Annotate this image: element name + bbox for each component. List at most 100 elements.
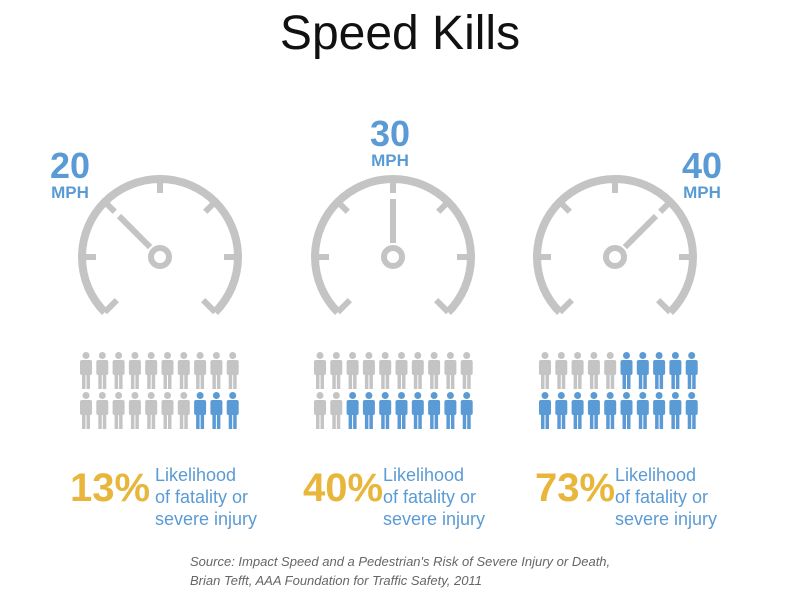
person-icon — [669, 352, 682, 389]
person-head — [229, 352, 237, 359]
person-head — [414, 352, 422, 359]
label-line: Likelihood — [155, 465, 237, 485]
person-body — [571, 400, 584, 415]
person-leg — [446, 372, 450, 389]
person-leg — [364, 412, 369, 429]
person-head — [463, 392, 471, 399]
person-icon — [112, 352, 125, 389]
person-leg — [332, 372, 336, 389]
person-leg — [98, 372, 102, 389]
person-leg — [348, 372, 353, 389]
person-icon — [653, 392, 666, 429]
person-leg — [233, 372, 237, 389]
person-leg — [557, 372, 561, 389]
gauge-hub — [603, 245, 627, 269]
label-line: Likelihood — [615, 465, 697, 485]
person-body — [314, 400, 326, 415]
person-leg — [541, 372, 545, 389]
person-leg — [212, 412, 216, 429]
person-leg — [179, 412, 184, 429]
percent-40mph: 73% — [535, 466, 616, 510]
person-icon — [620, 352, 633, 389]
person-body — [362, 400, 375, 415]
person-head — [332, 352, 340, 359]
person-body — [379, 400, 392, 415]
person-leg — [385, 372, 390, 389]
person-head — [147, 352, 155, 359]
likelihood-label: Likelihood of fatality or severe injury — [155, 464, 257, 530]
person-icon — [653, 352, 666, 389]
person-leg — [82, 372, 86, 389]
person-leg — [578, 412, 582, 429]
person-body — [145, 400, 158, 415]
person-leg — [163, 412, 167, 429]
person-icon — [636, 392, 649, 429]
label-line: severe injury — [383, 509, 486, 529]
person-icon — [636, 352, 649, 389]
person-icon — [210, 352, 223, 389]
person-body — [395, 360, 408, 375]
person-leg — [320, 412, 324, 429]
person-body — [194, 360, 207, 375]
person-icon — [395, 392, 408, 429]
person-head — [655, 392, 663, 399]
person-leg — [413, 372, 418, 389]
person-head — [180, 392, 188, 399]
gauge-tick — [557, 298, 574, 315]
gauge-tick — [436, 199, 451, 214]
person-leg — [594, 372, 598, 389]
person-leg — [184, 412, 188, 429]
person-leg — [418, 372, 422, 389]
speedometer-icon — [78, 175, 242, 315]
person-leg — [200, 412, 205, 429]
gauge-hub — [148, 245, 172, 269]
person-body — [112, 360, 125, 375]
person-leg — [102, 372, 107, 389]
person-icon — [226, 352, 239, 389]
person-leg — [163, 372, 167, 389]
person-body — [636, 360, 649, 375]
person-body — [539, 400, 551, 415]
person-leg — [413, 412, 418, 429]
person-icon — [444, 352, 457, 389]
person-head — [430, 392, 438, 399]
person-icon — [330, 392, 343, 429]
person-head — [446, 392, 454, 399]
person-icon — [194, 392, 207, 429]
person-leg — [369, 372, 373, 389]
person-leg — [397, 372, 401, 389]
person-body — [80, 360, 92, 375]
person-icon — [194, 352, 207, 389]
person-head — [381, 352, 389, 359]
person-icon — [177, 352, 190, 389]
person-head — [463, 352, 471, 359]
person-head — [381, 392, 389, 399]
person-body — [620, 360, 633, 375]
person-head — [212, 392, 220, 399]
gauge-needle — [622, 213, 659, 250]
gauge-tick — [335, 298, 352, 315]
person-leg — [348, 412, 353, 429]
person-head — [196, 392, 204, 399]
person-body — [96, 360, 109, 375]
person-head — [82, 392, 90, 399]
person-body — [685, 400, 698, 415]
person-leg — [638, 412, 643, 429]
person-leg — [228, 412, 233, 429]
person-leg — [545, 372, 549, 389]
person-leg — [86, 412, 90, 429]
person-icon — [604, 352, 617, 389]
person-body — [539, 360, 551, 375]
person-head — [590, 352, 598, 359]
gauge-arc — [533, 175, 697, 315]
person-icon — [685, 392, 698, 429]
percent-30mph: 40% — [303, 466, 384, 510]
person-body — [428, 360, 441, 375]
person-head — [147, 392, 155, 399]
person-body — [587, 400, 600, 415]
person-head — [115, 392, 123, 399]
likelihood-label: Likelihood of fatality or severe injury — [383, 464, 485, 530]
person-body — [653, 360, 666, 375]
person-leg — [578, 372, 582, 389]
